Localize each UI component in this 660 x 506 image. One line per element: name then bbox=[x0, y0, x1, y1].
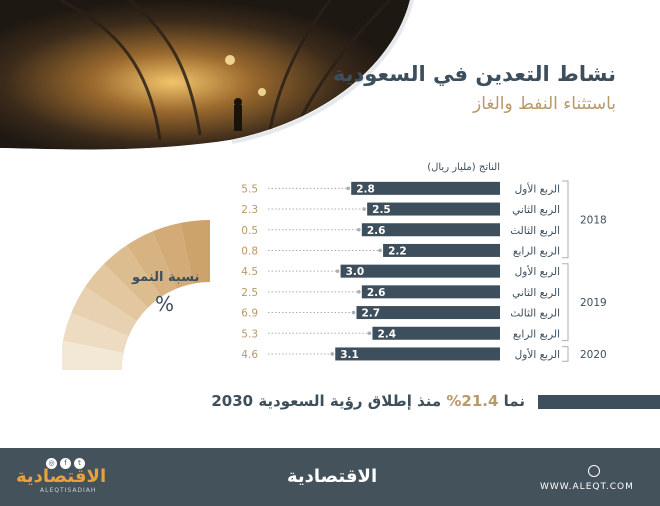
facebook-icon[interactable]: f bbox=[60, 458, 71, 469]
quarter-label: الربع الثاني bbox=[512, 287, 560, 299]
ring-segment bbox=[85, 263, 148, 322]
growth-ring bbox=[60, 178, 222, 378]
leader-dot bbox=[335, 269, 340, 273]
leader-dot bbox=[362, 207, 366, 211]
bar bbox=[361, 285, 500, 299]
quarter-label: الربع الثاني bbox=[512, 204, 560, 216]
bar bbox=[383, 243, 500, 257]
bar bbox=[340, 264, 500, 278]
summary-accent-bar bbox=[538, 395, 660, 409]
leader-dot bbox=[367, 331, 372, 336]
quarter-label: الربع الأول bbox=[515, 182, 560, 195]
growth-value-label: 5.3 bbox=[241, 328, 258, 340]
bar-value-label: 2.8 bbox=[356, 183, 375, 195]
social-icons: ◎ f t bbox=[46, 458, 85, 469]
bar bbox=[351, 181, 500, 195]
footer-logo: الاقتصادية bbox=[287, 466, 378, 487]
ring-segment bbox=[60, 340, 124, 370]
growth-label: نسبة النمو bbox=[132, 270, 200, 285]
quarter-label: الربع الرابع bbox=[513, 328, 560, 340]
ring-segment bbox=[103, 245, 162, 308]
ring-segment bbox=[126, 231, 177, 297]
leader-dot bbox=[346, 186, 351, 191]
leader-dot bbox=[351, 310, 356, 315]
page-title: نشاط التعدين في السعودية bbox=[332, 62, 616, 86]
bar-value-label: 2.4 bbox=[377, 328, 396, 340]
ring-segment bbox=[62, 312, 129, 353]
leader-dot bbox=[357, 290, 361, 294]
leader-dot bbox=[330, 352, 335, 356]
growth-value-label: 5.5 bbox=[241, 183, 258, 195]
year-bracket bbox=[562, 346, 569, 362]
bar-value-label: 3.1 bbox=[340, 349, 359, 361]
brand-logo: الاقتصادية bbox=[16, 466, 107, 487]
leader-dot bbox=[357, 227, 361, 232]
bar-value-label: 2.5 bbox=[372, 204, 391, 216]
bar bbox=[372, 326, 500, 340]
growth-value-label: 2.3 bbox=[241, 204, 258, 216]
year-label: 2019 bbox=[580, 297, 607, 309]
year-label: 2020 bbox=[580, 349, 607, 361]
bar-value-label: 2.6 bbox=[367, 287, 386, 299]
mining-output-chart: الناتج (مليار ريال) 2.8 الربع الأول 5.5 2.5 ا… bbox=[241, 162, 607, 362]
quarter-label: الربع الأول bbox=[515, 265, 560, 278]
year-bracket bbox=[562, 263, 569, 342]
ring-segment bbox=[152, 222, 193, 289]
summary-highlight: 21.4% bbox=[446, 392, 499, 410]
twitter-icon[interactable]: t bbox=[74, 458, 85, 469]
bar bbox=[361, 223, 500, 237]
footer bbox=[0, 448, 660, 506]
summary-text: نما 21.4% منذ إطلاق رؤية السعودية 2030 bbox=[211, 392, 525, 410]
growth-value-label: 4.6 bbox=[241, 349, 258, 361]
summary-rest: منذ إطلاق رؤية السعودية 2030 bbox=[211, 392, 442, 410]
hero-image bbox=[0, 0, 660, 150]
page-subtitle: باستثناء النفط والغاز bbox=[473, 94, 616, 114]
bar-value-label: 2.7 bbox=[362, 308, 381, 320]
bar bbox=[356, 306, 500, 320]
leader-dot bbox=[378, 248, 382, 253]
year-bracket bbox=[562, 180, 569, 259]
ring-segment bbox=[71, 286, 137, 337]
growth-value-label: 0.5 bbox=[241, 225, 258, 237]
ring-segment bbox=[180, 220, 210, 284]
quarter-label: الربع الثالث bbox=[510, 308, 560, 320]
quarter-label: الربع الثالث bbox=[510, 225, 560, 237]
bar-value-label: 3.0 bbox=[346, 266, 365, 278]
y-axis-label: الناتج (مليار ريال) bbox=[427, 162, 500, 173]
growth-value-label: 4.5 bbox=[241, 266, 258, 278]
globe-icon bbox=[588, 465, 600, 477]
brand-logo-latin: ALEQTISADIAH bbox=[40, 487, 97, 494]
website-link[interactable]: WWW.ALEQT.COM bbox=[540, 482, 634, 492]
quarter-label: الربع الأول bbox=[515, 348, 560, 361]
growth-value-label: 6.9 bbox=[241, 308, 258, 320]
summary-prefix: نما bbox=[503, 392, 525, 410]
year-label: 2018 bbox=[580, 214, 607, 226]
growth-value-label: 2.5 bbox=[241, 287, 258, 299]
bar-value-label: 2.2 bbox=[388, 245, 407, 257]
bar-value-label: 2.6 bbox=[367, 225, 386, 237]
growth-value-label: 0.8 bbox=[241, 245, 258, 257]
instagram-icon[interactable]: ◎ bbox=[46, 458, 57, 469]
quarter-label: الربع الرابع bbox=[513, 245, 560, 257]
bar bbox=[367, 202, 500, 216]
bar bbox=[335, 347, 500, 361]
growth-percent-symbol: % bbox=[155, 292, 175, 316]
